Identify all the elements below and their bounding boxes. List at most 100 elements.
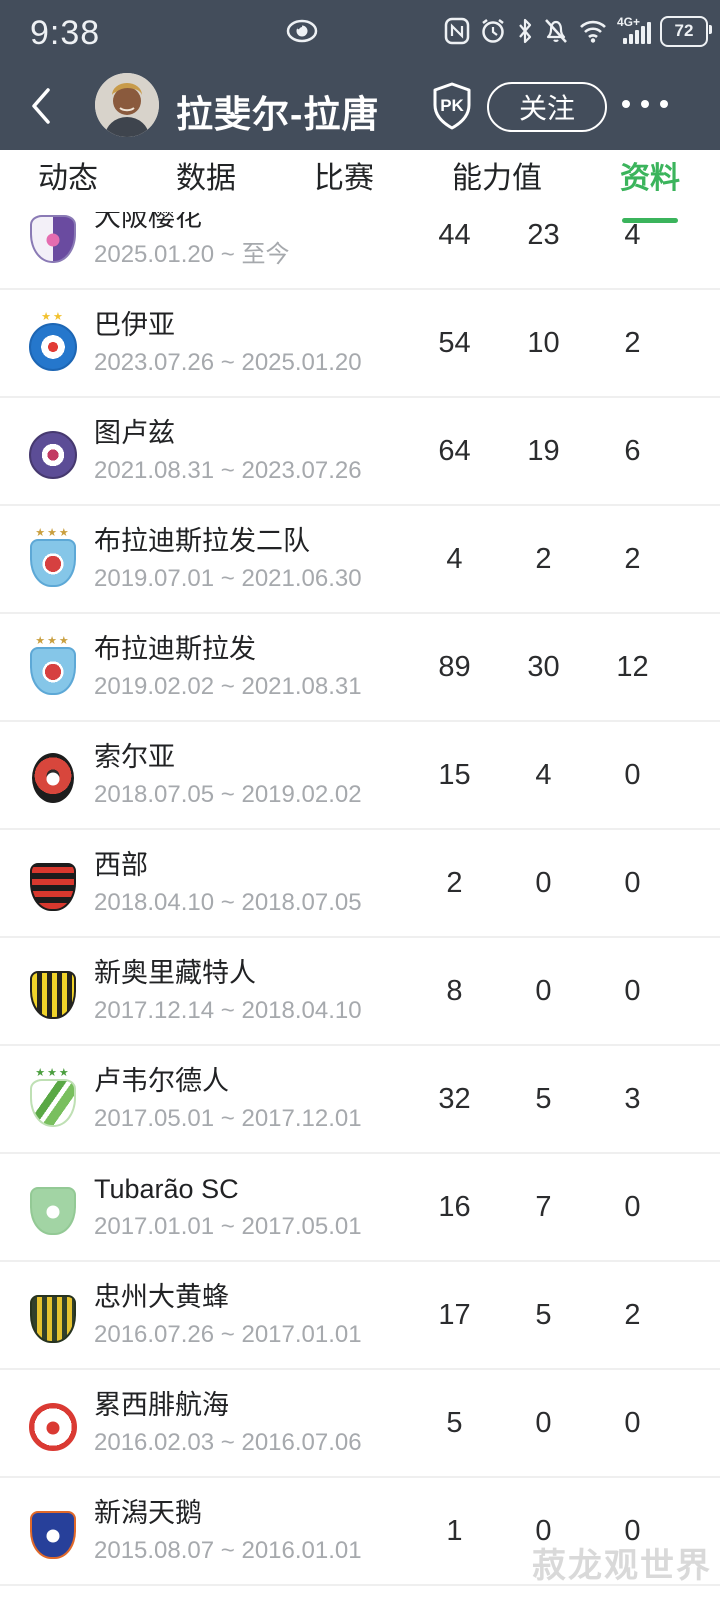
- tab-比赛[interactable]: 比赛: [314, 162, 374, 195]
- pk-icon[interactable]: PK: [430, 81, 474, 131]
- tab-能力值[interactable]: 能力值: [452, 162, 542, 195]
- club-period: 2017.12.14 ~ 2018.04.10: [94, 997, 362, 1024]
- club-text-block: 新奥里藏特人 2017.12.14 ~ 2018.04.10: [94, 956, 362, 1026]
- club-logo: ★★★: [26, 635, 80, 696]
- stat-value: 0: [535, 974, 552, 1007]
- club-crest-icon: [32, 753, 74, 803]
- club-stats: 64 19 6: [410, 398, 678, 504]
- more-menu-button[interactable]: [622, 100, 668, 108]
- stat-value: 5: [535, 1298, 552, 1331]
- club-logo: [26, 1286, 80, 1344]
- club-crest-icon: [30, 1511, 76, 1559]
- club-row[interactable]: ★★★ 卢韦尔德人 2017.05.01 ~ 2017.12.01 32 5 3: [0, 1046, 720, 1154]
- stat-value: 0: [624, 1514, 641, 1547]
- stat-value: 0: [624, 1406, 641, 1439]
- club-stats: 54 10 2: [410, 290, 678, 396]
- club-period: 2021.08.31 ~ 2023.07.26: [94, 457, 362, 484]
- network-type-label: 4G+: [617, 15, 641, 29]
- player-avatar[interactable]: [95, 73, 159, 137]
- club-row[interactable]: Tubarão SC 2017.01.01 ~ 2017.05.01 16 7 …: [0, 1154, 720, 1262]
- stat-value: 89: [438, 650, 471, 683]
- follow-button[interactable]: 关注: [487, 82, 607, 132]
- stat-value: 4: [535, 758, 552, 791]
- stat-value: 30: [527, 650, 560, 683]
- club-logo: ★★★: [26, 527, 80, 588]
- logo-emblem: [46, 1421, 60, 1435]
- stat-value: 6: [624, 434, 641, 467]
- club-row[interactable]: ★★★ 布拉迪斯拉发 2019.02.02 ~ 2021.08.31 89 30…: [0, 614, 720, 722]
- club-row[interactable]: 图卢兹 2021.08.31 ~ 2023.07.26 64 19 6: [0, 398, 720, 506]
- club-crest-icon: [30, 1187, 76, 1235]
- club-row[interactable]: 索尔亚 2018.07.05 ~ 2019.02.02 15 4 0: [0, 722, 720, 830]
- club-period: 2017.01.01 ~ 2017.05.01: [94, 1213, 362, 1240]
- back-button[interactable]: [28, 86, 54, 126]
- club-name: 卢韦尔德人: [94, 1066, 229, 1096]
- club-name: 忠州大黄蜂: [94, 1282, 229, 1312]
- stat-value: 0: [624, 1190, 641, 1223]
- stat-value: 2: [624, 542, 641, 575]
- club-name: 布拉迪斯拉发二队: [94, 526, 310, 556]
- stat-value: 7: [535, 1190, 552, 1223]
- stat-value: 4: [446, 542, 463, 575]
- logo-emblem: [46, 1529, 60, 1543]
- watermark-text: 菽龙观世界: [532, 1547, 712, 1585]
- club-period: 2015.08.07 ~ 2016.01.01: [94, 1537, 362, 1564]
- mute-bell-icon: [543, 17, 569, 45]
- logo-emblem: [46, 772, 60, 786]
- stat-value: 16: [438, 1190, 471, 1223]
- club-text-block: 图卢兹 2021.08.31 ~ 2023.07.26: [94, 416, 362, 486]
- club-row[interactable]: ★★ 巴伊亚 2023.07.26 ~ 2025.01.20 54 10 2: [0, 290, 720, 398]
- club-crest-icon: [30, 863, 76, 911]
- alarm-icon: [479, 17, 507, 45]
- tab-数据[interactable]: 数据: [176, 162, 236, 195]
- logo-stars: ★★★: [35, 635, 71, 647]
- stat-value: 2: [624, 326, 641, 359]
- club-row[interactable]: 新潟天鹅 2015.08.07 ~ 2016.01.01 1 0 0: [0, 1478, 720, 1586]
- svg-text:PK: PK: [440, 96, 464, 115]
- tab-动态[interactable]: 动态: [38, 162, 98, 195]
- logo-stars: ★★★: [35, 1067, 71, 1079]
- club-period: 2023.07.26 ~ 2025.01.20: [94, 349, 362, 376]
- club-stats: 44 23 4: [410, 182, 678, 288]
- stat-value: 0: [624, 758, 641, 791]
- stat-value: 12: [616, 650, 649, 683]
- stat-value: 17: [438, 1298, 471, 1331]
- page-header: 拉斐尔-拉唐 PK 关注: [0, 62, 720, 150]
- club-text-block: 忠州大黄蜂 2016.07.26 ~ 2017.01.01: [94, 1280, 362, 1350]
- club-logo: [26, 962, 80, 1020]
- logo-emblem: [46, 233, 60, 247]
- club-stats: 4 2 2: [410, 506, 678, 612]
- club-logo: [26, 422, 80, 480]
- club-row[interactable]: ★★★ 布拉迪斯拉发二队 2019.07.01 ~ 2021.06.30 4 2…: [0, 506, 720, 614]
- stat-value: 23: [527, 218, 560, 251]
- club-name: 布拉迪斯拉发: [94, 634, 256, 664]
- page-title: 拉斐尔-拉唐: [176, 94, 380, 135]
- club-row[interactable]: 累西腓航海 2016.02.03 ~ 2016.07.06 5 0 0: [0, 1370, 720, 1478]
- club-text-block: 巴伊亚 2023.07.26 ~ 2025.01.20: [94, 308, 362, 378]
- stat-value: 2: [624, 1298, 641, 1331]
- battery-icon: 72: [660, 15, 712, 47]
- tab-资料[interactable]: 资料: [620, 160, 680, 223]
- logo-stars: ★★★: [35, 527, 71, 539]
- stat-value: 2: [446, 866, 463, 899]
- club-row[interactable]: 忠州大黄蜂 2016.07.26 ~ 2017.01.01 17 5 2: [0, 1262, 720, 1370]
- club-text-block: 布拉迪斯拉发二队 2019.07.01 ~ 2021.06.30: [94, 524, 362, 594]
- active-tab-underline: [622, 218, 678, 223]
- club-logo: ★★: [26, 311, 80, 372]
- club-crest-icon: [30, 971, 76, 1019]
- club-logo: [26, 1502, 80, 1560]
- club-row[interactable]: 西部 2018.04.10 ~ 2018.07.05 2 0 0: [0, 830, 720, 938]
- cell-signal-icon: 4G+: [617, 16, 651, 46]
- stat-value: 0: [535, 1406, 552, 1439]
- bluetooth-icon: [516, 17, 534, 45]
- club-period: 2018.04.10 ~ 2018.07.05: [94, 889, 362, 916]
- club-logo: [26, 854, 80, 912]
- stat-value: 0: [535, 866, 552, 899]
- stat-value: 1: [446, 1514, 463, 1547]
- club-name: 西部: [94, 850, 148, 880]
- club-stats: 15 4 0: [410, 722, 678, 828]
- club-text-block: 卢韦尔德人 2017.05.01 ~ 2017.12.01: [94, 1064, 362, 1134]
- club-row[interactable]: 新奥里藏特人 2017.12.14 ~ 2018.04.10 8 0 0: [0, 938, 720, 1046]
- nfc-icon: [444, 17, 470, 45]
- clock-time: 9:38: [30, 14, 101, 52]
